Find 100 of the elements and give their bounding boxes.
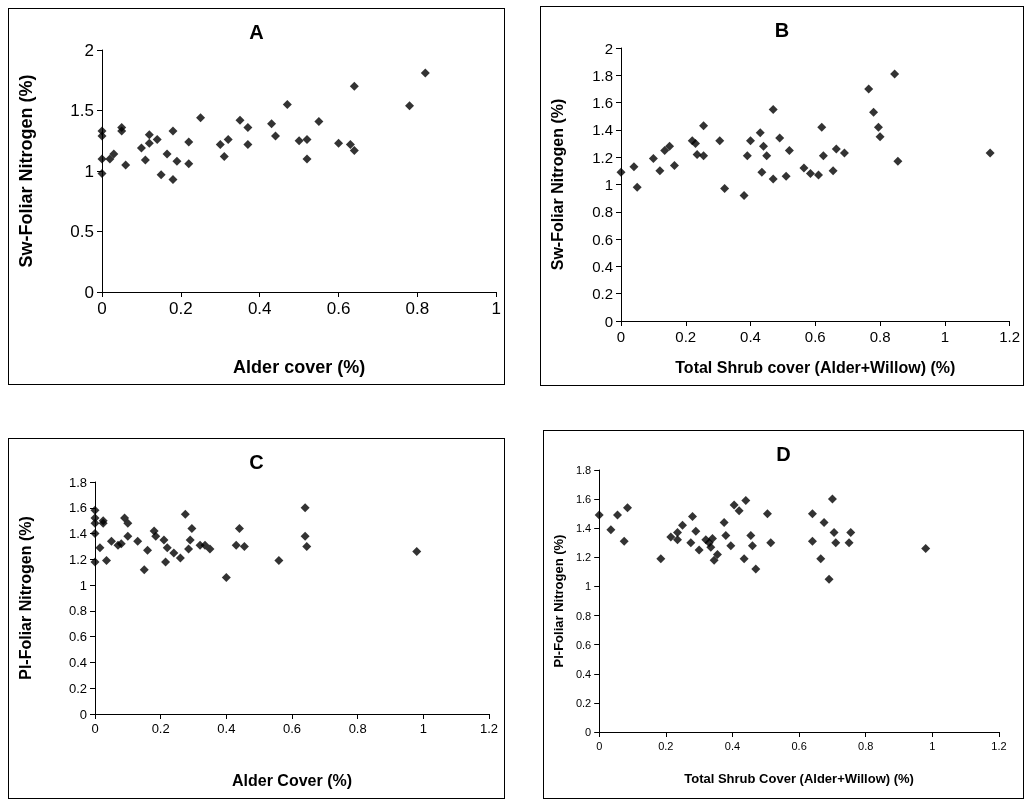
point: [828, 166, 838, 176]
point: [893, 156, 903, 166]
point: [692, 149, 702, 159]
point: [412, 547, 422, 557]
y-tick-label: 1.8: [592, 66, 613, 84]
point: [623, 503, 633, 513]
point: [215, 139, 225, 149]
point: [302, 154, 312, 164]
point: [196, 113, 206, 123]
point: [807, 509, 817, 519]
point: [873, 122, 883, 132]
point: [90, 518, 100, 528]
point: [632, 182, 642, 192]
y-tick-label: 0.5: [70, 222, 94, 241]
y-tick-label: 0.4: [575, 667, 592, 680]
point: [844, 538, 854, 548]
point: [762, 509, 772, 519]
x-tick-label: 0.8: [869, 328, 891, 345]
x-tick-label: 0.2: [675, 328, 697, 345]
x-axis-title: Total Shrub cover (Alder+Willow) (%): [675, 358, 956, 376]
point: [144, 130, 154, 140]
x-tick-label: 0.8: [348, 721, 367, 736]
x-tick-label: 0.4: [247, 299, 272, 318]
point: [300, 503, 310, 513]
point: [616, 167, 626, 177]
x-tick-label: 0.6: [791, 739, 807, 752]
point: [709, 555, 719, 565]
point: [159, 535, 169, 545]
point: [90, 505, 100, 515]
point: [746, 136, 756, 146]
point: [758, 141, 768, 151]
point: [133, 536, 143, 546]
x-tick-label: 1: [491, 299, 502, 318]
x-tick-label: 1.2: [999, 328, 1020, 345]
point: [187, 523, 197, 533]
point: [136, 143, 146, 153]
point: [746, 531, 756, 540]
x-tick-label: 0.2: [169, 299, 193, 318]
point: [648, 154, 658, 164]
x-tick-label: 1: [940, 328, 949, 345]
point: [185, 535, 195, 545]
point: [814, 170, 824, 180]
point: [729, 500, 739, 510]
point: [768, 174, 778, 184]
y-tick-label: 0: [604, 312, 613, 330]
point: [781, 171, 791, 181]
y-tick-label: 1.2: [592, 148, 613, 166]
point: [151, 531, 161, 541]
point: [666, 532, 676, 542]
point: [890, 69, 900, 79]
point: [864, 84, 874, 94]
y-tick-label: 0.6: [592, 230, 613, 248]
point: [655, 166, 665, 176]
point: [672, 528, 682, 538]
point: [784, 145, 794, 155]
x-tick-label: 0.6: [804, 328, 826, 345]
y-tick-label: 1: [585, 580, 592, 593]
y-tick-label: 0.8: [68, 603, 87, 619]
point: [140, 155, 150, 165]
y-tick-label: 1.2: [575, 551, 592, 564]
point: [334, 138, 344, 148]
point: [715, 136, 725, 146]
y-tick-label: 1.4: [68, 526, 87, 542]
point: [172, 156, 182, 166]
point: [831, 144, 841, 154]
y-tick-label: 1.6: [68, 500, 87, 516]
point: [921, 544, 931, 554]
point: [665, 141, 675, 151]
point: [184, 544, 194, 554]
point: [799, 163, 809, 173]
point: [672, 535, 682, 545]
point: [143, 545, 153, 555]
point: [829, 528, 839, 538]
point: [184, 159, 194, 169]
point: [831, 538, 841, 548]
point: [766, 538, 776, 548]
point: [660, 145, 670, 155]
point: [721, 531, 731, 540]
point: [109, 149, 119, 159]
x-tick-label: 0.2: [658, 739, 674, 752]
point: [824, 574, 834, 584]
x-tick-label: 0.4: [740, 328, 761, 345]
point: [294, 136, 304, 146]
x-tick-label: 1: [929, 739, 936, 752]
point: [180, 509, 190, 519]
point: [720, 184, 730, 194]
point: [169, 548, 179, 558]
point: [270, 131, 280, 141]
point: [613, 510, 623, 520]
x-tick-label: 0.6: [282, 721, 302, 736]
point: [712, 549, 722, 559]
point: [90, 529, 100, 539]
point: [231, 540, 241, 550]
y-tick-label: 0.2: [68, 680, 87, 696]
point: [706, 542, 716, 552]
point: [719, 517, 729, 527]
x-tick-label: 1.2: [479, 721, 499, 736]
x-axis-title: Total Shrub Cover (Alder+Willow) (%): [684, 771, 914, 786]
point: [101, 556, 111, 566]
chart-title: A: [249, 21, 264, 43]
